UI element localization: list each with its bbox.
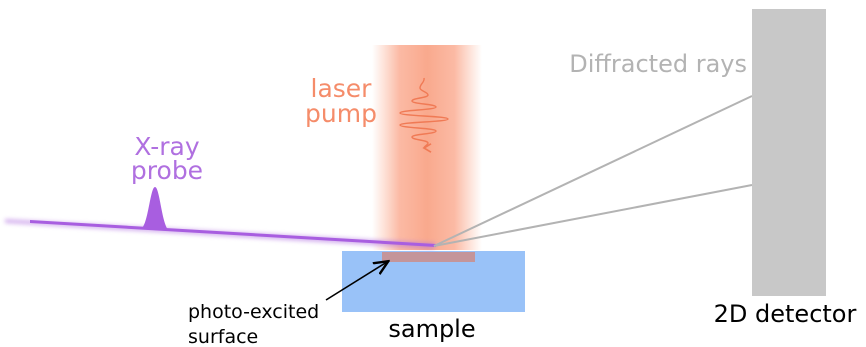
xray-beam: [5, 219, 436, 249]
laser-label-line1: laser: [311, 74, 373, 103]
laser-beam: [372, 45, 482, 250]
photo-excited-label-line1: photo-excited: [188, 301, 319, 323]
diffracted-rays-label: Diffracted rays: [569, 50, 747, 78]
detector-label: 2D detector: [714, 300, 857, 328]
xray-label-line1: X-ray: [134, 132, 200, 161]
xray-pulse-icon: [140, 187, 170, 231]
detector-panel: [752, 9, 826, 296]
laser-label-line2: pump: [305, 99, 377, 128]
laser-pulse-icon: [399, 77, 449, 153]
surface-pointer-arrow: [325, 262, 387, 301]
photo-excited-label-line2: surface: [188, 326, 258, 347]
photo-excited-surface: [382, 252, 475, 262]
diffracted-ray-lower: [433, 184, 753, 247]
diffracted-ray-upper: [433, 95, 753, 247]
sample-label: sample: [388, 315, 475, 343]
xray-label-line2: probe: [131, 156, 203, 185]
